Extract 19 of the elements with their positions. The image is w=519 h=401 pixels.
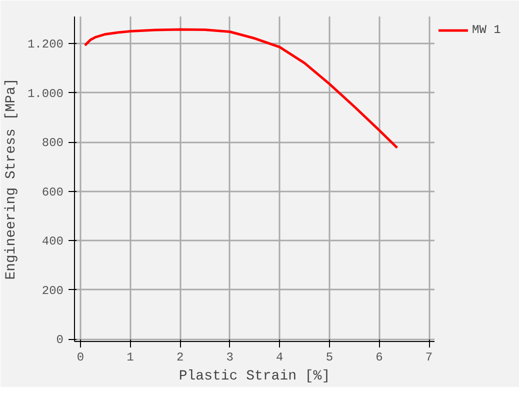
x-tick-label: 3 <box>226 350 234 364</box>
y-tick-label: 0 <box>56 333 64 348</box>
y-axis-title: Engineering Stress [MPa] <box>3 78 20 280</box>
y-tick-label: 800 <box>42 136 64 150</box>
x-tick-label: 0 <box>76 350 84 364</box>
y-tick-label: 600 <box>42 185 64 200</box>
x-tick-label: 4 <box>276 350 284 364</box>
line-series <box>84 28 398 149</box>
x-tick-label: 6 <box>376 350 383 364</box>
x-axis-title: Plastic Strain [%] <box>178 368 330 384</box>
x-tick-label: 2 <box>176 350 184 364</box>
legend-label: MW 1 <box>472 23 501 37</box>
x-tick-label: 1 <box>126 350 134 364</box>
x-tick-label: 7 <box>425 350 433 364</box>
y-tick-label: 400 <box>42 234 64 249</box>
y-tick-label: 1.000 <box>27 86 64 101</box>
y-tick-label: 1.200 <box>27 38 64 52</box>
x-tick-label: 5 <box>326 350 334 364</box>
y-tick-label: 200 <box>42 284 64 298</box>
